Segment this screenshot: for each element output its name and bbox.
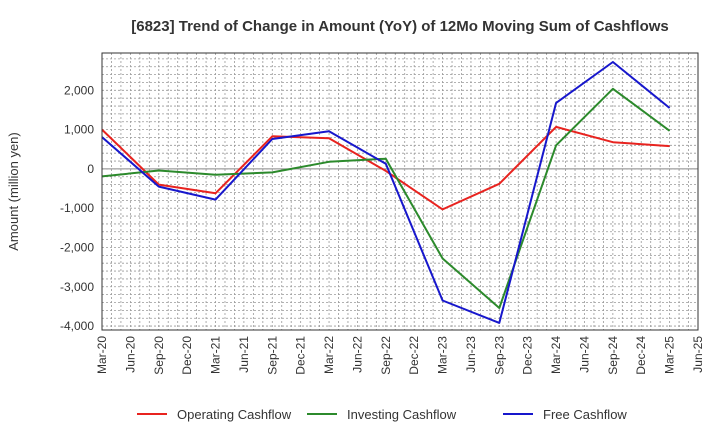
x-tick-label: Jun-20 [123, 336, 137, 373]
x-tick-label: Mar-24 [549, 336, 563, 374]
x-tick-label: Dec-20 [180, 336, 194, 375]
plot-area [102, 53, 698, 330]
y-tick-label: -3,000 [60, 280, 94, 294]
x-tick-label: Dec-23 [521, 336, 535, 375]
y-tick-labels: 2,000 1,000 0 -1,000 -2,000 -3,000 -4,000 [60, 83, 94, 333]
legend-label: Free Cashflow [543, 407, 627, 422]
x-tick-label: Jun-23 [464, 336, 478, 373]
x-tick-label: Dec-22 [407, 336, 421, 375]
series-line [101, 125, 670, 211]
y-tick-label: -4,000 [60, 319, 94, 333]
x-tick-label: Mar-23 [436, 336, 450, 374]
x-tick-label: Dec-24 [634, 336, 648, 375]
x-tick-label: Mar-21 [209, 336, 223, 374]
y-tick-label: -2,000 [60, 240, 94, 254]
chart-title: [6823] Trend of Change in Amount (YoY) o… [131, 18, 669, 35]
x-tick-label: Dec-21 [294, 336, 308, 375]
series-line [101, 87, 671, 309]
series-lines [101, 61, 671, 324]
x-tick-label: Sep-23 [492, 336, 506, 375]
y-tick-label: 2,000 [64, 83, 94, 97]
x-tick-labels: Mar-20 Jun-20 Sep-20 Dec-20 Mar-21 Jun-21 Sep-… [95, 336, 705, 375]
y-tick-label: 1,000 [64, 123, 94, 137]
y-tick-label: 0 [87, 162, 94, 176]
x-tick-label: Sep-24 [606, 336, 620, 375]
x-tick-label: Jun-22 [350, 336, 364, 373]
x-tick-label: Sep-22 [379, 336, 393, 375]
legend-label: Operating Cashflow [177, 407, 292, 422]
x-tick-label: Sep-20 [152, 336, 166, 375]
legend-label: Investing Cashflow [347, 407, 457, 422]
y-tick-label: -1,000 [60, 201, 94, 215]
x-tick-label: Jun-21 [237, 336, 251, 373]
x-tick-label: Mar-25 [663, 336, 677, 374]
series-line [101, 61, 671, 324]
plot-border [101, 52, 699, 331]
x-tick-label: Mar-22 [322, 336, 336, 374]
x-tick-label: Sep-21 [265, 336, 279, 375]
x-tick-label: Jun-24 [577, 336, 591, 373]
legend: Operating Cashflow Investing Cashflow Free… [137, 407, 627, 422]
x-tick-label: Jun-25 [691, 336, 705, 373]
x-tick-label: Mar-20 [95, 336, 109, 374]
y-axis-label: Amount (million yen) [6, 132, 21, 251]
